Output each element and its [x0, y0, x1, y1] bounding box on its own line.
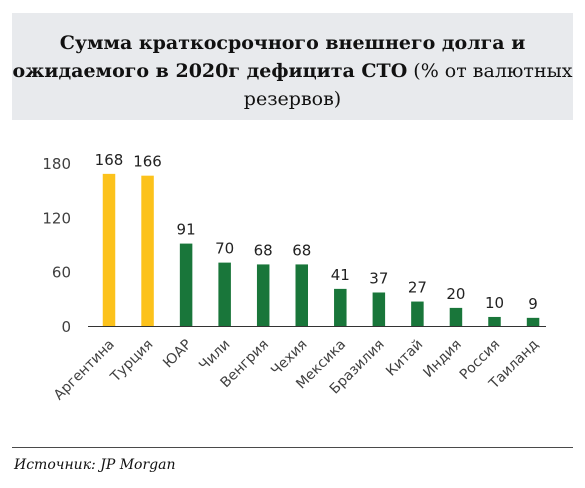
x-tick-label: Турция [107, 337, 156, 386]
source-note: Источник: JP Morgan [14, 457, 176, 473]
bar-5 [295, 264, 308, 326]
bar-11 [526, 317, 540, 326]
value-label: 37 [369, 269, 388, 287]
bars [102, 173, 540, 326]
value-label: 27 [408, 279, 427, 297]
source-divider [12, 447, 573, 448]
y-tick-label: 180 [42, 155, 71, 173]
bar-chart: 0 60 120 180 168 166 91 70 68 68 41 37 27 20 10 9 Арге… [42, 151, 546, 404]
value-label: 10 [485, 294, 504, 312]
x-tick-label: Аргентина [51, 337, 118, 404]
y-tick-label: 60 [52, 264, 71, 282]
value-label: 9 [528, 295, 538, 313]
value-label: 91 [177, 221, 196, 239]
bar-6 [334, 288, 347, 326]
x-tick-label: ЮАР [160, 337, 195, 372]
value-label: 168 [95, 151, 124, 169]
value-label: 68 [292, 241, 311, 259]
chart-title-bold: Сумма краткосрочного внешнего долга и ож… [12, 32, 526, 82]
value-label: 70 [215, 240, 234, 258]
chart-title-band: Сумма краткосрочного внешнего долга и ож… [12, 13, 573, 120]
bar-4 [256, 264, 270, 326]
bar-9 [449, 307, 463, 326]
bar-8 [411, 301, 424, 326]
bar-3 [218, 262, 231, 326]
y-tick-label: 120 [42, 209, 71, 227]
bar-10 [488, 316, 501, 326]
value-label: 166 [133, 153, 162, 171]
value-labels: 168 166 91 70 68 68 41 37 27 20 10 9 [95, 151, 538, 313]
value-label: 20 [446, 285, 465, 303]
bar-0 [102, 173, 116, 326]
chart-title-units: (% от валютных резервов) [243, 60, 573, 110]
value-label: 68 [254, 241, 273, 259]
bar-2 [179, 243, 193, 326]
y-axis: 0 60 120 180 [42, 155, 71, 336]
bar-7 [372, 292, 386, 326]
value-label: 41 [331, 266, 350, 284]
y-tick-label: 0 [61, 318, 71, 336]
x-tick-label: Китай [383, 337, 426, 380]
bar-1 [141, 175, 154, 326]
